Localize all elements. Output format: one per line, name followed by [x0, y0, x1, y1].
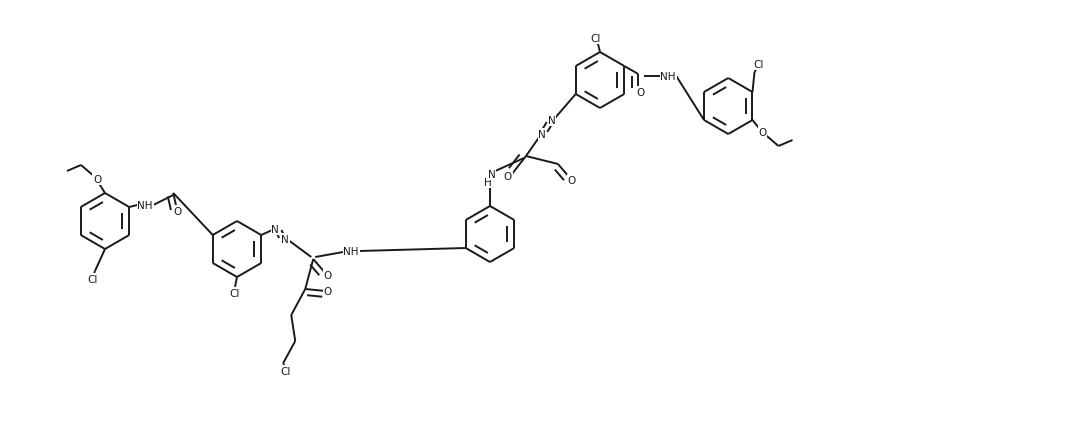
- Text: Cl: Cl: [87, 274, 98, 284]
- Text: N: N: [488, 169, 496, 180]
- Text: O: O: [568, 175, 576, 186]
- Text: NH: NH: [137, 200, 153, 211]
- Text: N: N: [272, 224, 279, 234]
- Text: O: O: [173, 206, 181, 216]
- Text: O: O: [323, 286, 331, 296]
- Text: NH: NH: [343, 246, 359, 256]
- Text: N: N: [538, 130, 546, 140]
- Text: O: O: [93, 175, 101, 184]
- Text: N: N: [282, 234, 289, 244]
- Text: Cl: Cl: [753, 60, 764, 70]
- Text: H: H: [484, 178, 492, 187]
- Text: O: O: [637, 88, 644, 98]
- Text: Cl: Cl: [591, 34, 601, 44]
- Text: O: O: [323, 270, 331, 280]
- Text: N: N: [548, 116, 556, 126]
- Text: NH: NH: [660, 72, 677, 82]
- Text: O: O: [759, 128, 766, 138]
- Text: Cl: Cl: [281, 366, 290, 376]
- Text: Cl: Cl: [230, 289, 241, 298]
- Text: O: O: [504, 172, 513, 181]
